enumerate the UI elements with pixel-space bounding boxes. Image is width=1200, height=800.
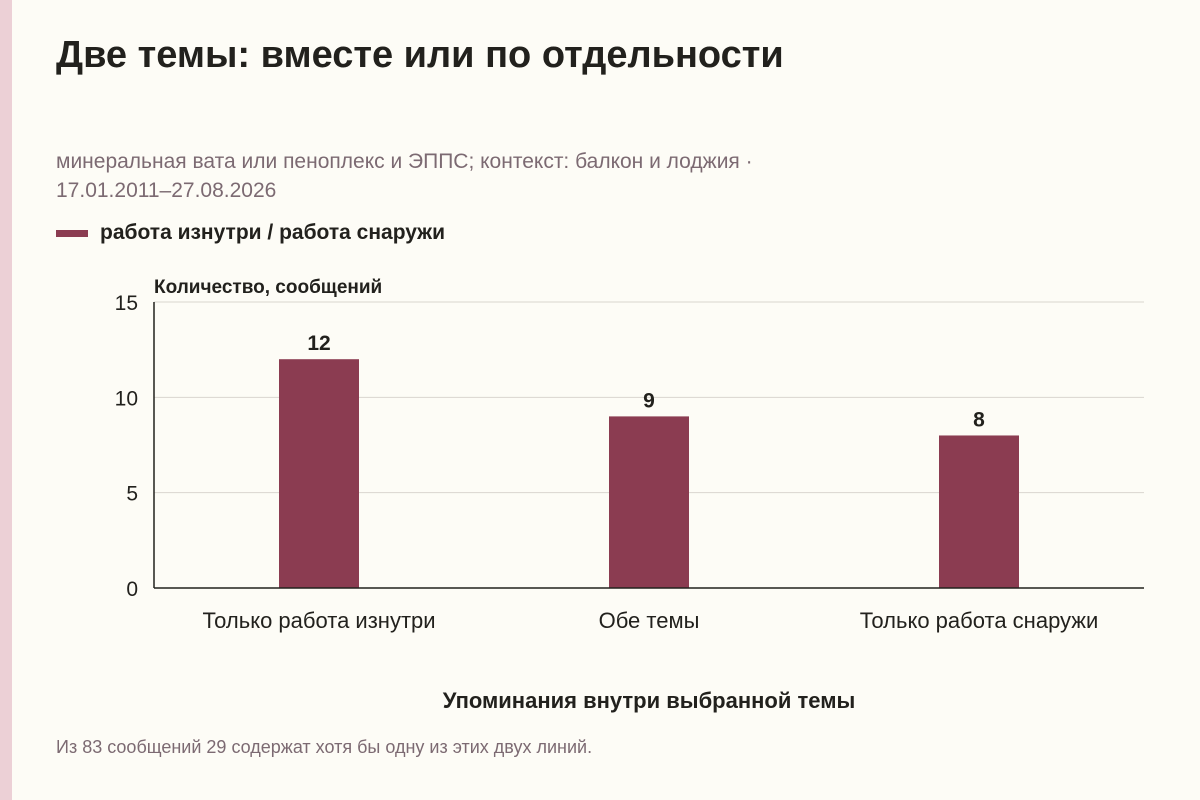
bars: 12 9 8 — [279, 332, 1019, 588]
x-tick-label: Обе темы — [599, 608, 700, 633]
y-axis-label: Количество, сообщений — [154, 277, 382, 298]
footnote: Из 83 сообщений 29 содержат хотя бы одну… — [56, 737, 593, 757]
x-tick-label: Только работа снаружи — [860, 608, 1099, 633]
legend-swatch — [56, 229, 88, 237]
y-tick-label: 5 — [126, 483, 138, 506]
subtitle-line-1: минеральная вата или пеноплекс и ЭППС; к… — [56, 150, 753, 173]
bar-value-label: 8 — [973, 408, 985, 431]
accent-strip — [0, 0, 12, 800]
legend-label: работа изнутри / работа снаружи — [100, 221, 445, 244]
bar — [609, 416, 689, 588]
y-tick-label: 10 — [115, 387, 138, 410]
bar-value-label: 12 — [307, 332, 330, 355]
chart-subtitle: минеральная вата или пеноплекс и ЭППС; к… — [56, 147, 956, 205]
subtitle-line-2: 17.01.2011–27.08.2026 — [56, 179, 277, 202]
bar — [939, 435, 1019, 588]
chart-title: Две темы: вместе или по отдельности — [56, 34, 784, 76]
y-tick-label: 15 — [115, 292, 138, 315]
axes: 0 5 10 15 Только работа изнутри Обе темы Тольк… — [115, 292, 1144, 633]
y-tick-label: 0 — [126, 578, 138, 601]
bar-value-label: 9 — [643, 389, 655, 412]
x-axis-label: Упоминания внутри выбранной темы — [443, 688, 856, 713]
x-tick-label: Только работа изнутри — [202, 608, 435, 633]
legend: работа изнутри / работа снаружи — [56, 219, 445, 247]
bar — [279, 359, 359, 588]
